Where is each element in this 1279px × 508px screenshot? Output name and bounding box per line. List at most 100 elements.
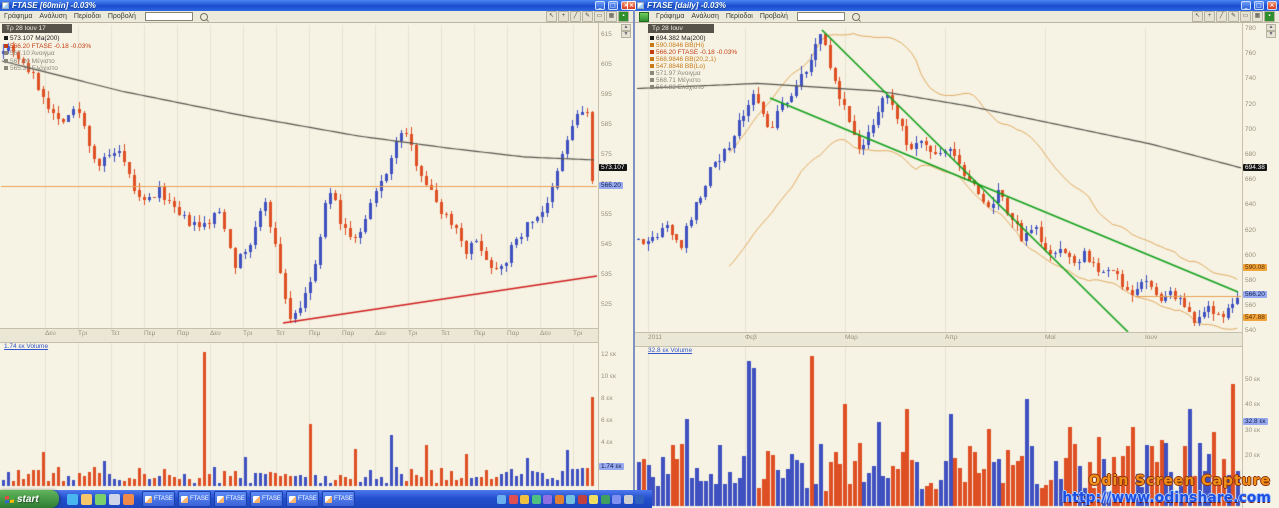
legend-line: 568.71 Μέγιστο: [650, 77, 701, 84]
date-axis-label: Τρι: [573, 330, 583, 337]
pencil-icon[interactable]: ✎: [1228, 11, 1239, 22]
rectangle-icon[interactable]: ▦: [1252, 11, 1263, 22]
cursor-icon[interactable]: ↖: [1192, 11, 1203, 22]
minimize-button[interactable]: _: [595, 1, 605, 10]
legend-line: 568.9846 BB(20,2,1): [650, 56, 716, 63]
volume-axis-tick: 8 εκ: [601, 395, 613, 402]
trendline-icon[interactable]: ╱: [570, 11, 581, 22]
window-title: FTASE [daily] -0.03%: [647, 1, 726, 10]
messenger-icon[interactable]: [95, 493, 106, 505]
taskbar-window-button-4[interactable]: FTASE: [250, 491, 283, 507]
language-icon[interactable]: [635, 494, 644, 504]
app-icon: [637, 2, 644, 9]
menu-item-1[interactable]: Γράφημα: [4, 13, 33, 20]
crosshair-icon[interactable]: +: [1204, 11, 1215, 22]
network-icon[interactable]: [497, 494, 506, 504]
scroll-down-icon[interactable]: ▼: [621, 31, 631, 38]
watermark-url: http://www.odinshare.com: [1062, 490, 1271, 506]
price-axis-tick: 545: [601, 241, 612, 248]
date-axis-label: 2011: [648, 334, 662, 341]
taskbar-button-label: FTASE: [190, 496, 209, 502]
update-icon[interactable]: [543, 494, 552, 504]
save-icon[interactable]: ▪: [618, 11, 629, 22]
price-axis-tick: 600: [1245, 252, 1256, 259]
display-icon[interactable]: [566, 494, 575, 504]
scroll-up-icon[interactable]: ▲: [1266, 24, 1276, 31]
app-grid-icon[interactable]: [639, 11, 649, 22]
background-window-close-icon[interactable]: ×: [627, 1, 636, 10]
date-axis-label: Παρ: [177, 330, 190, 337]
save-icon[interactable]: ▪: [1264, 11, 1275, 22]
crosshair-date-tooltip: Τρ 28 Ιουν 17: [2, 24, 72, 33]
close-button[interactable]: ×: [1267, 1, 1277, 10]
search-icon[interactable]: [199, 12, 208, 21]
crosshair-date-tooltip: Τρ 28 Ιουν: [648, 24, 714, 33]
taskbar-button-label: FTASE: [226, 496, 245, 502]
price-volume-chart-canvas[interactable]: [0, 22, 633, 490]
start-button-label: start: [17, 493, 39, 505]
titlebar-60min[interactable]: FTASE [60min] -0.03% _ □ ×: [0, 0, 633, 11]
menu-bar: Γράφημα Ανάλυση Περίοδοι Προβολή ↖ + ╱ ✎ ▭ ▦ ▪: [0, 11, 633, 23]
legend-line: 590.0846 BB(Hi): [650, 42, 704, 49]
symbol-search-input[interactable]: [796, 12, 845, 21]
price-axis-tick: 760: [1245, 50, 1256, 57]
titlebar-daily[interactable]: FTASE [daily] -0.03% _ □ ×: [635, 0, 1279, 11]
taskbar-button-label: FTASE: [334, 496, 353, 502]
start-button[interactable]: start: [0, 490, 59, 508]
taskbar-window-button-1[interactable]: FTASE: [142, 491, 175, 507]
antivirus-icon[interactable]: [508, 494, 518, 504]
scroll-down-icon[interactable]: ▼: [1266, 31, 1276, 38]
menu-item-2[interactable]: Ανάλυση: [691, 13, 719, 20]
taskbar-window-button-5[interactable]: FTASE: [286, 491, 319, 507]
taskbar-window-button-3[interactable]: FTASE: [214, 491, 247, 507]
shield-icon[interactable]: [612, 494, 621, 504]
internet-explorer-icon[interactable]: [67, 493, 78, 505]
price-volume-chart-canvas[interactable]: [635, 22, 1279, 508]
pencil-icon[interactable]: ✎: [582, 11, 593, 22]
menu-item-4[interactable]: Προβολή: [759, 13, 788, 20]
watermark: Odin Screen Capture http://www.odinshare…: [1062, 473, 1271, 507]
taskbar-window-button-2[interactable]: FTASE: [178, 491, 211, 507]
eraser-icon[interactable]: ▭: [594, 11, 605, 22]
mail-icon[interactable]: [589, 494, 598, 504]
battery-icon[interactable]: [554, 494, 564, 504]
date-axis-label: Μαρ: [845, 334, 858, 341]
eraser-icon[interactable]: ▭: [1240, 11, 1251, 22]
scroll-up-icon[interactable]: ▲: [621, 24, 631, 31]
taskbar-window-button-6[interactable]: FTASE: [322, 491, 355, 507]
chart-window-icon: [181, 495, 188, 503]
symbol-search-input[interactable]: [144, 12, 193, 21]
minimize-button[interactable]: _: [1241, 1, 1251, 10]
trendline-icon[interactable]: ╱: [1216, 11, 1227, 22]
menu-item-2[interactable]: Ανάλυση: [39, 13, 67, 20]
firewall-icon[interactable]: [577, 494, 587, 504]
axis-scroll-arrows: ▲ ▼: [1266, 24, 1276, 38]
volume-icon[interactable]: [520, 494, 529, 504]
rectangle-icon[interactable]: ▦: [606, 11, 617, 22]
date-axis-label: Μαϊ: [1045, 334, 1056, 341]
crosshair-icon[interactable]: +: [558, 11, 569, 22]
menu-item-3[interactable]: Περίοδοι: [725, 13, 753, 20]
window-title: FTASE [60min] -0.03%: [12, 1, 96, 10]
chat-icon[interactable]: [600, 494, 610, 504]
bb-value-label: 590.08: [1243, 264, 1267, 271]
legend-line: 694.382 Ma(200): [650, 35, 706, 42]
watermark-title: Odin Screen Capture: [1088, 473, 1271, 489]
cursor-icon[interactable]: ↖: [546, 11, 557, 22]
date-axis-label: Πεμ: [309, 330, 321, 337]
show-desktop-icon[interactable]: [109, 493, 120, 505]
search-icon[interactable]: [851, 12, 860, 21]
clock-icon[interactable]: [623, 494, 633, 504]
date-axis-label: Δευ: [45, 330, 56, 337]
menu-item-4[interactable]: Προβολή: [107, 13, 136, 20]
date-axis-label: Τετ: [276, 330, 285, 337]
price-axis-tick: 595: [601, 91, 612, 98]
menu-item-1[interactable]: Γράφημα: [656, 13, 685, 20]
folder-icon[interactable]: [81, 493, 92, 505]
maximize-button[interactable]: □: [608, 1, 618, 10]
messenger-icon[interactable]: [531, 494, 541, 504]
maximize-button[interactable]: □: [1254, 1, 1264, 10]
media-player-icon[interactable]: [123, 493, 134, 505]
menu-item-3[interactable]: Περίοδοι: [73, 13, 101, 20]
price-axis-tick: 540: [1245, 327, 1256, 334]
